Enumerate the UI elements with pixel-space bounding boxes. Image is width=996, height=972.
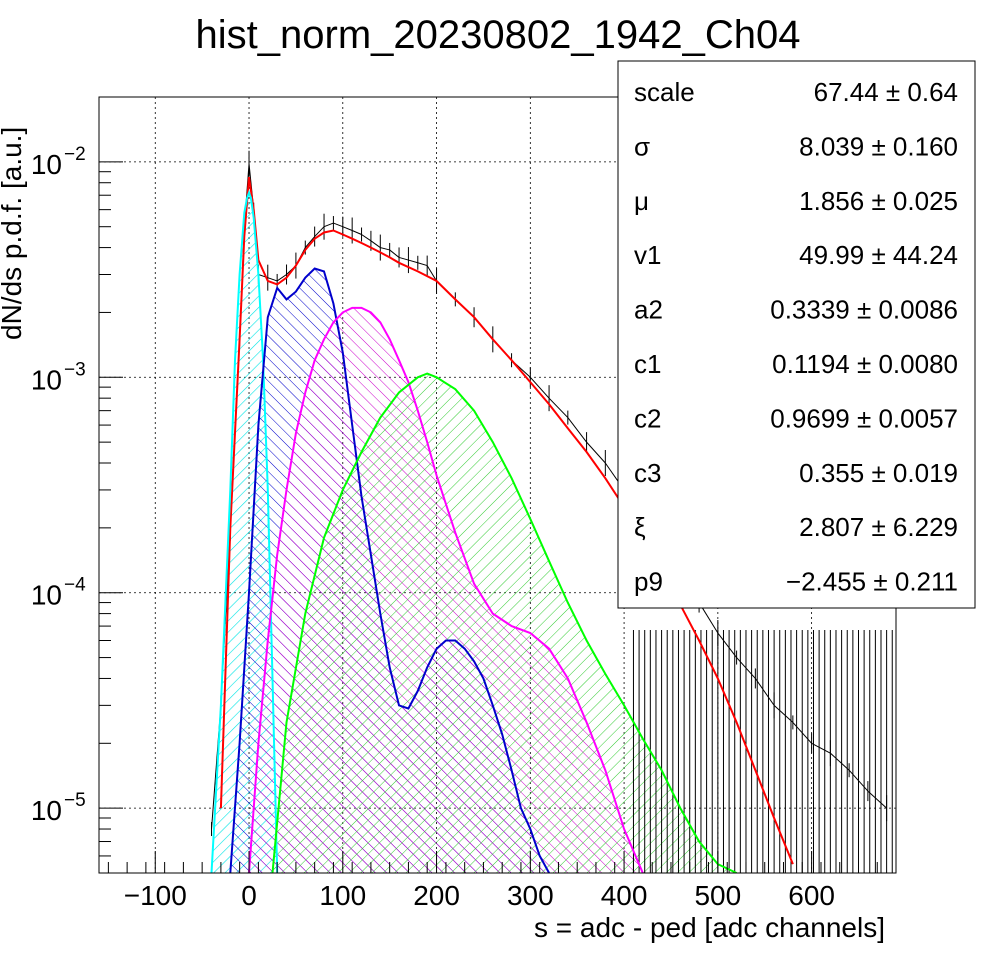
histogram-segment [351, 230, 362, 235]
series-lines [210, 150, 893, 873]
histogram-segment [529, 376, 550, 399]
component-3-fill [272, 373, 737, 873]
x-axis-label: s = adc - ped [adc channels] [534, 912, 885, 943]
stat-value: 0.9699 ± 0.0057 [770, 403, 958, 433]
stat-label: σ [634, 131, 650, 161]
x-tick-label: 300 [507, 880, 554, 911]
component-1-line [229, 267, 550, 873]
y-axis-label: dN/ds p.d.f. [a.u.] [0, 127, 27, 340]
x-tick-label: 0 [241, 880, 257, 911]
histogram-segment [426, 265, 437, 282]
histogram-segment [389, 249, 400, 258]
histogram-segment [323, 222, 334, 228]
stat-label: μ [634, 186, 649, 216]
histogram-segment [586, 441, 606, 464]
y-tick-label: 10 [31, 795, 62, 826]
x-tick-label: −100 [124, 880, 187, 911]
stat-label: c3 [634, 458, 661, 488]
stat-label: v1 [634, 240, 661, 270]
histogram-segment [717, 632, 737, 658]
stat-value: 0.355 ± 0.019 [799, 458, 958, 488]
y-tick-exponent: −5 [64, 790, 86, 811]
stat-label: c2 [634, 403, 661, 433]
histogram-segment [830, 752, 850, 771]
y-tick-label: 10 [31, 364, 62, 395]
histogram-segment [417, 262, 428, 267]
y-tick-label: 10 [31, 580, 62, 611]
stat-label: p9 [634, 567, 663, 597]
component-2-line [248, 306, 644, 873]
x-tick-label: 200 [413, 880, 460, 911]
stats-box-frame [617, 60, 976, 609]
histogram-segment [304, 236, 316, 248]
histogram-segment [361, 234, 372, 242]
x-tick-label: 400 [601, 880, 648, 911]
stat-value: 49.99 ± 44.24 [799, 240, 958, 270]
y-tick-exponent: −4 [64, 575, 86, 596]
histogram-segment [567, 417, 587, 443]
histogram-segment [773, 704, 794, 723]
histogram-segment [398, 256, 409, 261]
chart-title: hist_norm_20230802_1942_Ch04 [196, 13, 801, 57]
x-tick-label: 600 [788, 880, 835, 911]
stat-label: scale [634, 77, 695, 107]
component-fills [211, 192, 737, 873]
y-tick-exponent: −3 [64, 359, 86, 380]
component-3-line [271, 372, 738, 873]
pedestal-component-line [210, 189, 279, 873]
stat-value: 0.1194 ± 0.0080 [772, 349, 958, 379]
stat-label: c1 [634, 349, 661, 379]
histogram-segment [333, 222, 343, 228]
x-tick-label: 100 [319, 880, 366, 911]
stat-value: 67.44 ± 0.64 [814, 77, 958, 107]
stat-value: −2.455 ± 0.211 [786, 567, 958, 597]
stat-value: 0.3339 ± 0.0086 [770, 295, 958, 325]
stat-value: 1.856 ± 0.025 [799, 186, 958, 216]
x-tick-label: 500 [694, 880, 741, 911]
histogram-segment [370, 240, 381, 248]
histogram-segment [754, 678, 775, 706]
histogram-segment [548, 397, 569, 418]
histogram-segment [267, 277, 278, 282]
histogram-segment [276, 274, 287, 282]
stat-label: ξ [634, 512, 646, 542]
y-tick-exponent: −2 [64, 144, 86, 165]
histogram-segment [380, 247, 390, 251]
stat-value: 8.039 ± 0.160 [799, 131, 958, 161]
histogram-segment [314, 226, 325, 237]
x-axis: −100 0 100 200 300 400 500 600 [107, 851, 878, 911]
histogram-segment [867, 790, 887, 809]
y-axis: 10−510−410−310−2 [31, 96, 123, 857]
stats-box: scale 67.44 ± 0.64 σ 8.039 ± 0.160 μ 1.856 ± … [617, 60, 976, 609]
stat-value: 2.807 ± 6.229 [799, 512, 958, 542]
histogram-segment [408, 259, 418, 264]
histogram-segment [811, 742, 831, 754]
y-tick-label: 10 [31, 149, 62, 180]
stat-label: a2 [634, 295, 663, 325]
histogram-segment [342, 226, 353, 231]
